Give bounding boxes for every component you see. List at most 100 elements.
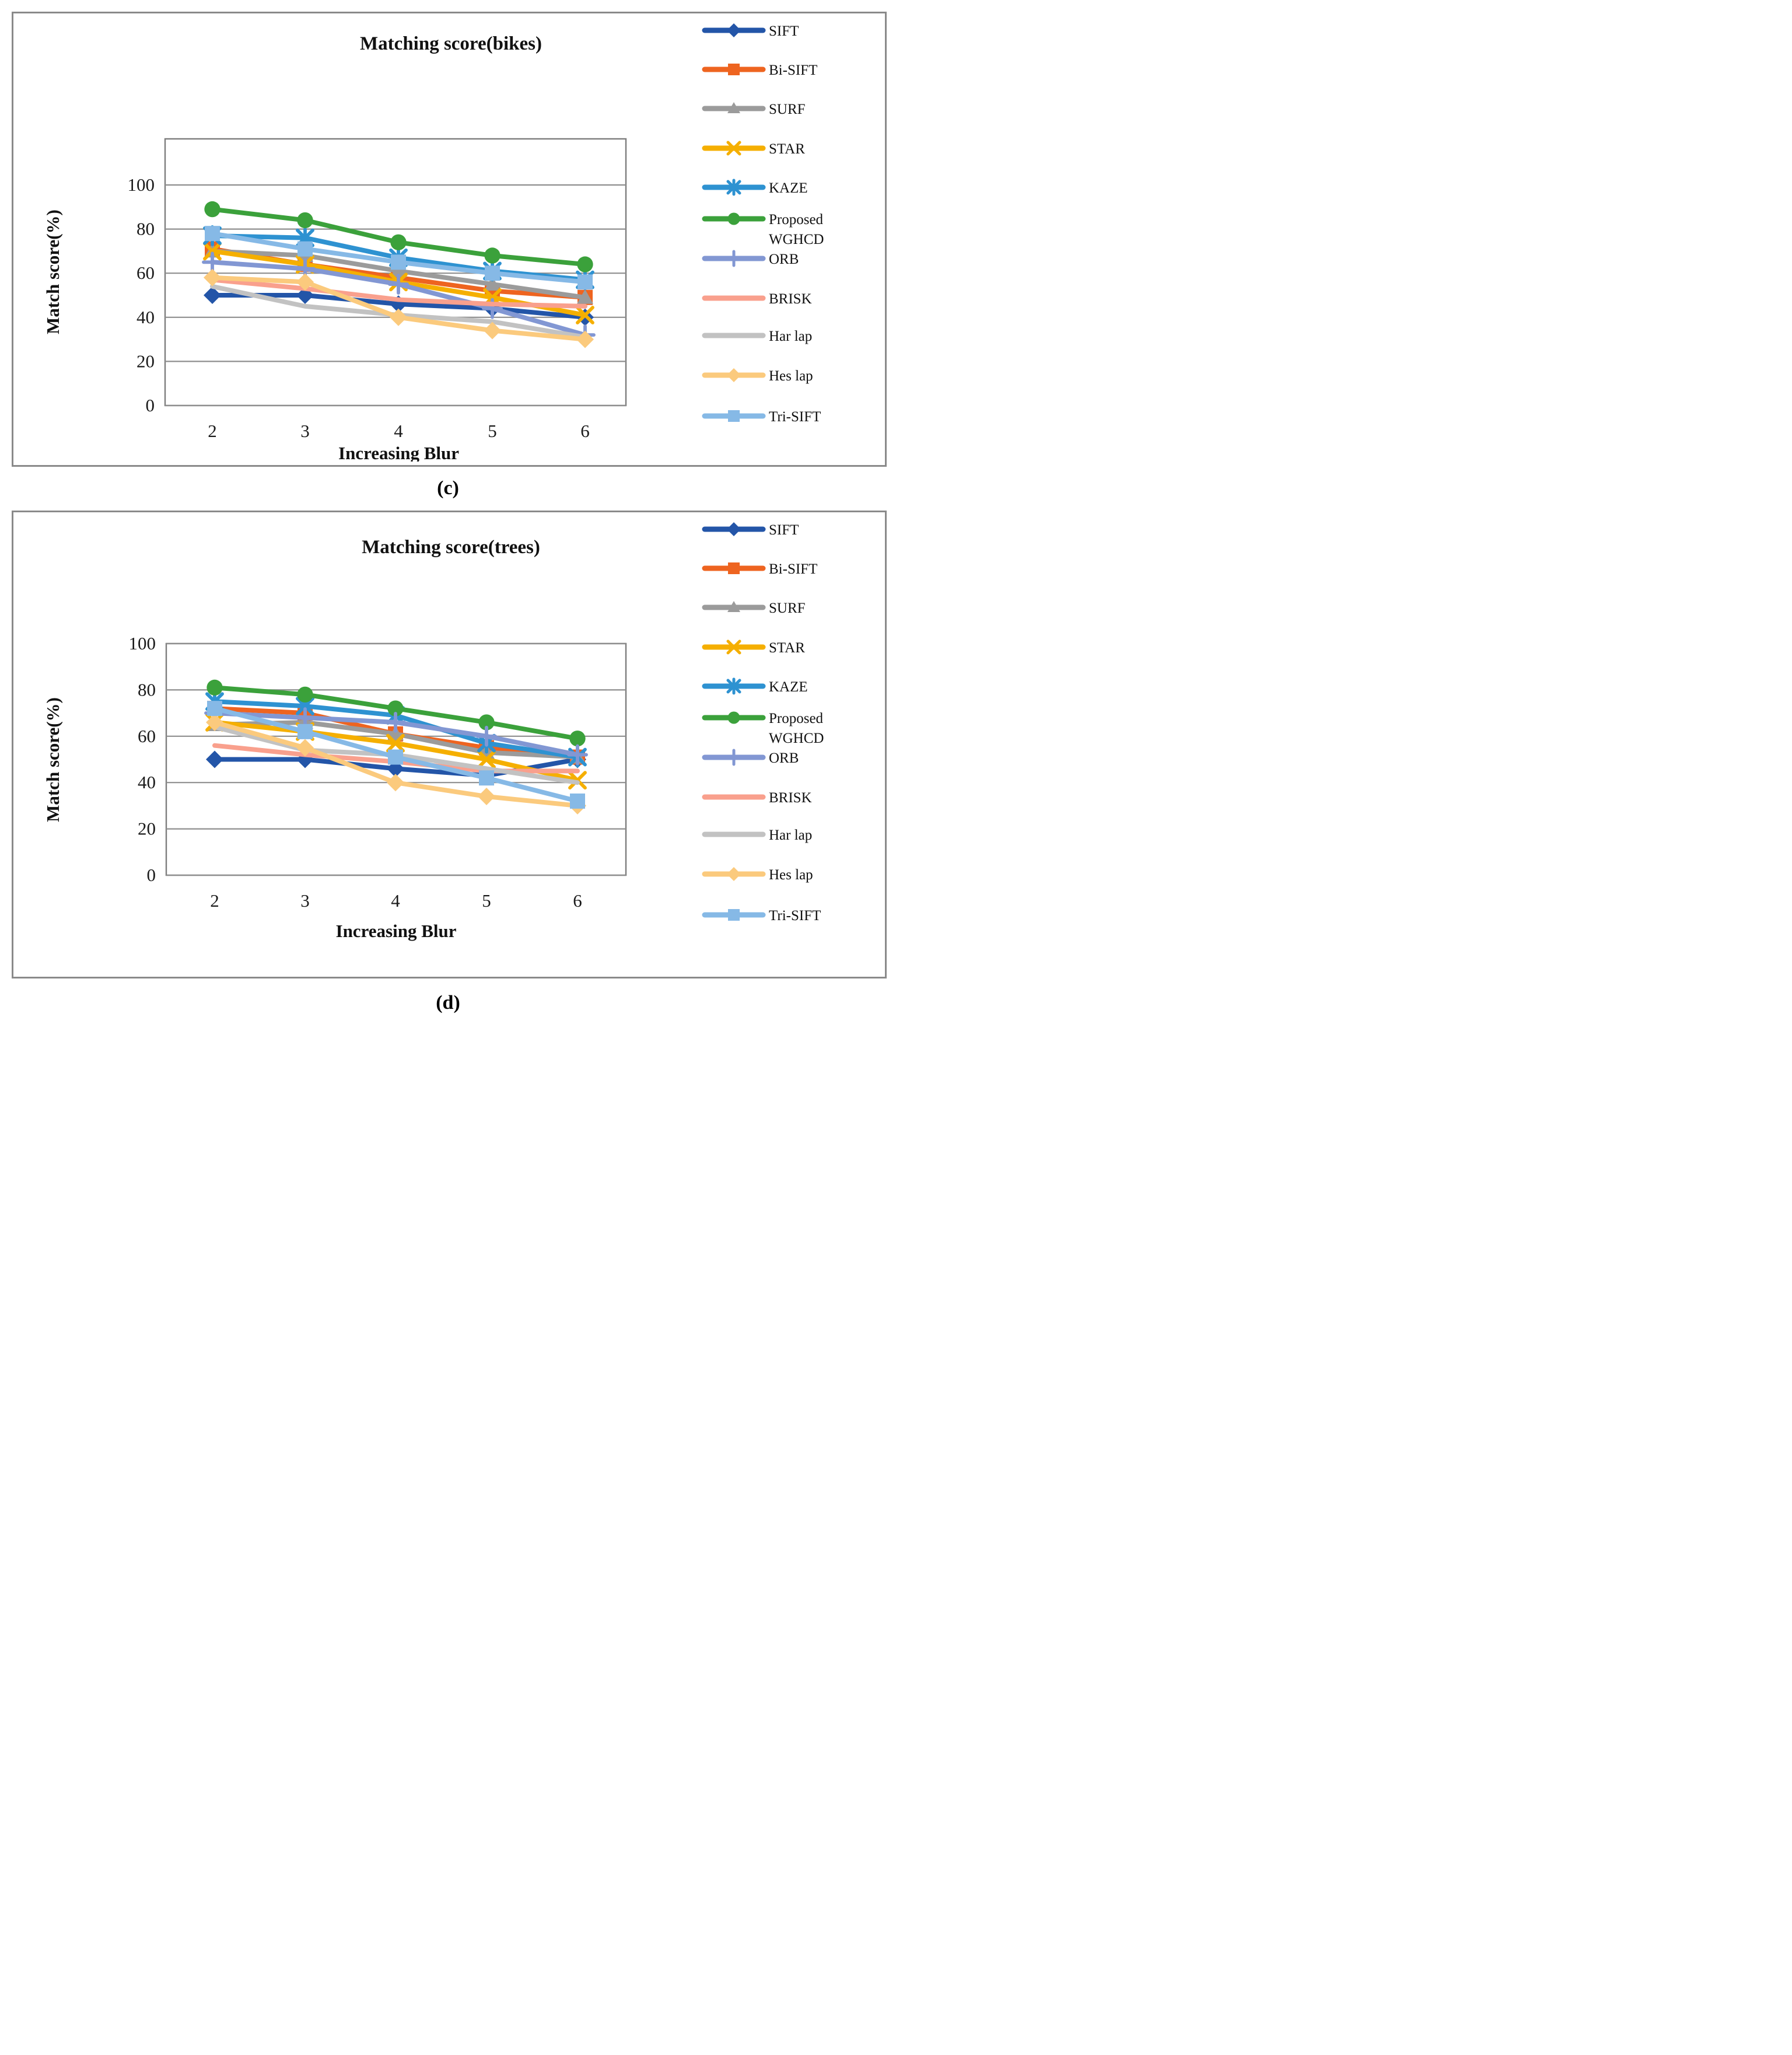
legend-item-ORB: ORB bbox=[702, 749, 799, 766]
legend-item-Har lap: Har lap bbox=[702, 328, 812, 344]
chart-panel-bikes: Matching score(bikes) 0 20 40 60 80 100 2 3 4 5 6 In… bbox=[12, 12, 887, 467]
y-tick-label: 40 bbox=[136, 307, 155, 327]
legend-label: ORB bbox=[769, 750, 799, 766]
legend-item-Tri-SIFT: Tri-SIFT bbox=[702, 908, 821, 924]
point-ORB bbox=[388, 274, 409, 295]
y-axis-label: Match score(%) bbox=[43, 209, 63, 334]
point-Proposed WGHCD bbox=[569, 731, 586, 747]
legend-label: BRISK bbox=[769, 291, 812, 307]
legend-marker-square bbox=[728, 64, 740, 75]
legend-label: ORB bbox=[769, 251, 799, 267]
legend-marker-x bbox=[726, 639, 741, 655]
legend-marker-diamond bbox=[727, 867, 741, 881]
legend-label: Bi-SIFT bbox=[769, 62, 817, 78]
legend-item-ORB: ORB bbox=[702, 250, 799, 267]
x-axis-label: Increasing Blur bbox=[338, 443, 459, 462]
legend-marker-diamond bbox=[727, 522, 741, 536]
point-Proposed WGHCD bbox=[204, 201, 220, 218]
legend-marker-circle bbox=[727, 711, 740, 724]
legend-label: Har lap bbox=[769, 328, 812, 344]
legend-item-SIFT: SIFT bbox=[702, 23, 799, 39]
legend-label: STAR bbox=[769, 640, 805, 656]
legend-item-KAZE: KAZE bbox=[702, 179, 808, 196]
y-tick-label: 80 bbox=[138, 679, 156, 700]
legend-label: Hes lap bbox=[769, 867, 813, 883]
legend-marker-asterisk bbox=[726, 179, 741, 196]
point-SURF bbox=[577, 289, 593, 304]
legend-marker-plus bbox=[725, 250, 743, 267]
point-ORB bbox=[295, 707, 316, 728]
legend-label: Har lap bbox=[769, 827, 812, 843]
point-Hes lap bbox=[576, 330, 594, 348]
legend-item-Bi-SIFT: Bi-SIFT bbox=[702, 62, 817, 78]
x-tick-label: 4 bbox=[391, 890, 400, 911]
legend-label: KAZE bbox=[769, 679, 808, 695]
legend-label: STAR bbox=[769, 141, 805, 157]
legend-marker-plus bbox=[725, 749, 743, 766]
legend-label: SURF bbox=[769, 102, 806, 117]
point-Proposed WGHCD bbox=[478, 714, 495, 731]
legend-marker-x bbox=[726, 141, 741, 156]
y-tick-label: 0 bbox=[147, 865, 156, 885]
series-line-BRISK bbox=[210, 277, 587, 309]
point-ORB bbox=[567, 744, 588, 766]
legend-item-KAZE: KAZE bbox=[702, 677, 808, 695]
point-Hes lap bbox=[478, 788, 495, 806]
point-STAR bbox=[203, 242, 222, 261]
legend-marker-square bbox=[728, 562, 740, 574]
x-tick-label: 4 bbox=[394, 421, 403, 441]
point-SURF bbox=[484, 276, 501, 291]
point-Hes lap bbox=[484, 321, 501, 340]
point-STAR bbox=[386, 733, 405, 753]
legend-item-BRISK: BRISK bbox=[702, 291, 812, 307]
y-axis-label: Match score(%) bbox=[43, 697, 63, 822]
point-Tri-SIFT bbox=[578, 274, 593, 290]
trees-chart-svg: Matching score(trees) 0 20 40 60 80 100 2 3 4 5 6 In… bbox=[43, 522, 824, 941]
legend-label: Hes lap bbox=[769, 368, 813, 384]
legend-marker-diamond bbox=[727, 23, 741, 37]
legend-label: Proposed WGHCD bbox=[769, 212, 824, 247]
x-tick-label: 5 bbox=[482, 890, 491, 911]
x-axis-label: Increasing Blur bbox=[336, 921, 457, 941]
legend-marker-circle bbox=[727, 212, 740, 225]
legend-marker-triangle bbox=[727, 601, 740, 612]
point-Tri-SIFT bbox=[205, 226, 220, 242]
point-Tri-SIFT bbox=[485, 265, 500, 281]
legend-item-STAR: STAR bbox=[702, 639, 805, 656]
point-Tri-SIFT bbox=[298, 241, 313, 257]
x-tick-label: 3 bbox=[300, 421, 310, 441]
point-Tri-SIFT bbox=[207, 701, 222, 717]
legend-label: BRISK bbox=[769, 790, 812, 806]
point-Proposed WGHCD bbox=[297, 686, 313, 703]
point-Tri-SIFT bbox=[570, 793, 585, 809]
legend-marker-triangle bbox=[727, 102, 740, 113]
point-Proposed WGHCD bbox=[387, 700, 404, 717]
point-Proposed WGHCD bbox=[206, 679, 223, 696]
chart-title-bikes: Matching score(bikes) bbox=[360, 33, 542, 54]
point-ORB bbox=[385, 712, 406, 733]
point-Proposed WGHCD bbox=[577, 256, 593, 272]
x-tick-label: 6 bbox=[573, 890, 582, 911]
legend-marker-square bbox=[728, 909, 740, 921]
point-Tri-SIFT bbox=[298, 724, 313, 739]
point-Hes lap bbox=[296, 739, 314, 757]
y-tick-label: 80 bbox=[136, 219, 155, 239]
legend-label: Proposed WGHCD bbox=[769, 711, 824, 746]
legend-item-STAR: STAR bbox=[702, 141, 805, 157]
legend-label: Tri-SIFT bbox=[769, 908, 821, 924]
figure-page: { "figure": { "caption_c": "(c)", "capti… bbox=[0, 0, 896, 1028]
y-tick-label: 100 bbox=[128, 174, 155, 195]
legend-label: SURF bbox=[769, 600, 806, 616]
y-tick-label: 0 bbox=[146, 395, 155, 415]
legend-item-Proposed WGHCD: Proposed WGHCD bbox=[702, 711, 824, 746]
point-SURF bbox=[390, 263, 407, 278]
legend-item-Hes lap: Hes lap bbox=[702, 867, 813, 883]
legend-item-BRISK: BRISK bbox=[702, 790, 812, 806]
y-tick-label: 40 bbox=[138, 772, 156, 792]
caption-c: (c) bbox=[437, 477, 459, 499]
y-tick-label: 20 bbox=[138, 819, 156, 839]
point-Proposed WGHCD bbox=[484, 247, 501, 264]
point-Hes lap bbox=[204, 268, 221, 286]
legend-item-Tri-SIFT: Tri-SIFT bbox=[702, 409, 821, 425]
x-tick-label: 6 bbox=[580, 421, 590, 441]
